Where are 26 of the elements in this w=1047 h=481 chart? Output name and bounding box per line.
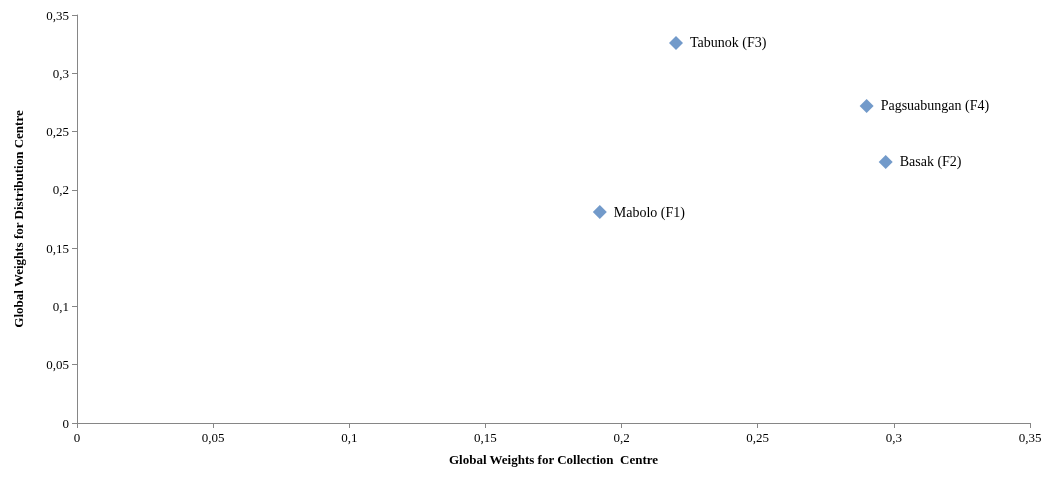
point — [859, 98, 874, 113]
x-tick-label: 0,3 — [885, 430, 902, 445]
y-tick-label: 0,3 — [52, 65, 69, 81]
x-tick-label: 0,35 — [1018, 430, 1042, 445]
y-tick-label: 0 — [62, 415, 69, 431]
x-tick-label: 0,1 — [341, 430, 358, 445]
y-tick-label: 0,05 — [46, 357, 69, 373]
point — [669, 35, 684, 50]
point — [878, 154, 893, 169]
x-tick-label: 0,15 — [474, 430, 497, 445]
annotation: Pagsuabungan (F4) — [880, 98, 990, 115]
y-tick-label: 0,1 — [52, 298, 69, 314]
y-tick-label: 0,25 — [46, 124, 69, 140]
x-tick-label: 0 — [73, 430, 81, 445]
y-tick-label: 0,35 — [46, 7, 69, 23]
y-tick-label: 0,2 — [52, 182, 69, 198]
y-axis-title: Global Weights for Distribution Centre — [11, 110, 26, 328]
annotation: Tabunok (F3) — [690, 35, 767, 52]
x-axis-title: Global Weights for Collection Centre — [448, 452, 659, 467]
annotation: Mabolo (F1) — [613, 204, 686, 221]
x-tick-label: 0,25 — [746, 430, 770, 445]
point — [592, 205, 607, 220]
x-tick-label: 0,2 — [613, 430, 630, 445]
annotation: Basak (F2) — [899, 154, 962, 171]
x-tick-label: 0,05 — [201, 430, 225, 445]
y-tick-label: 0,15 — [46, 240, 69, 256]
